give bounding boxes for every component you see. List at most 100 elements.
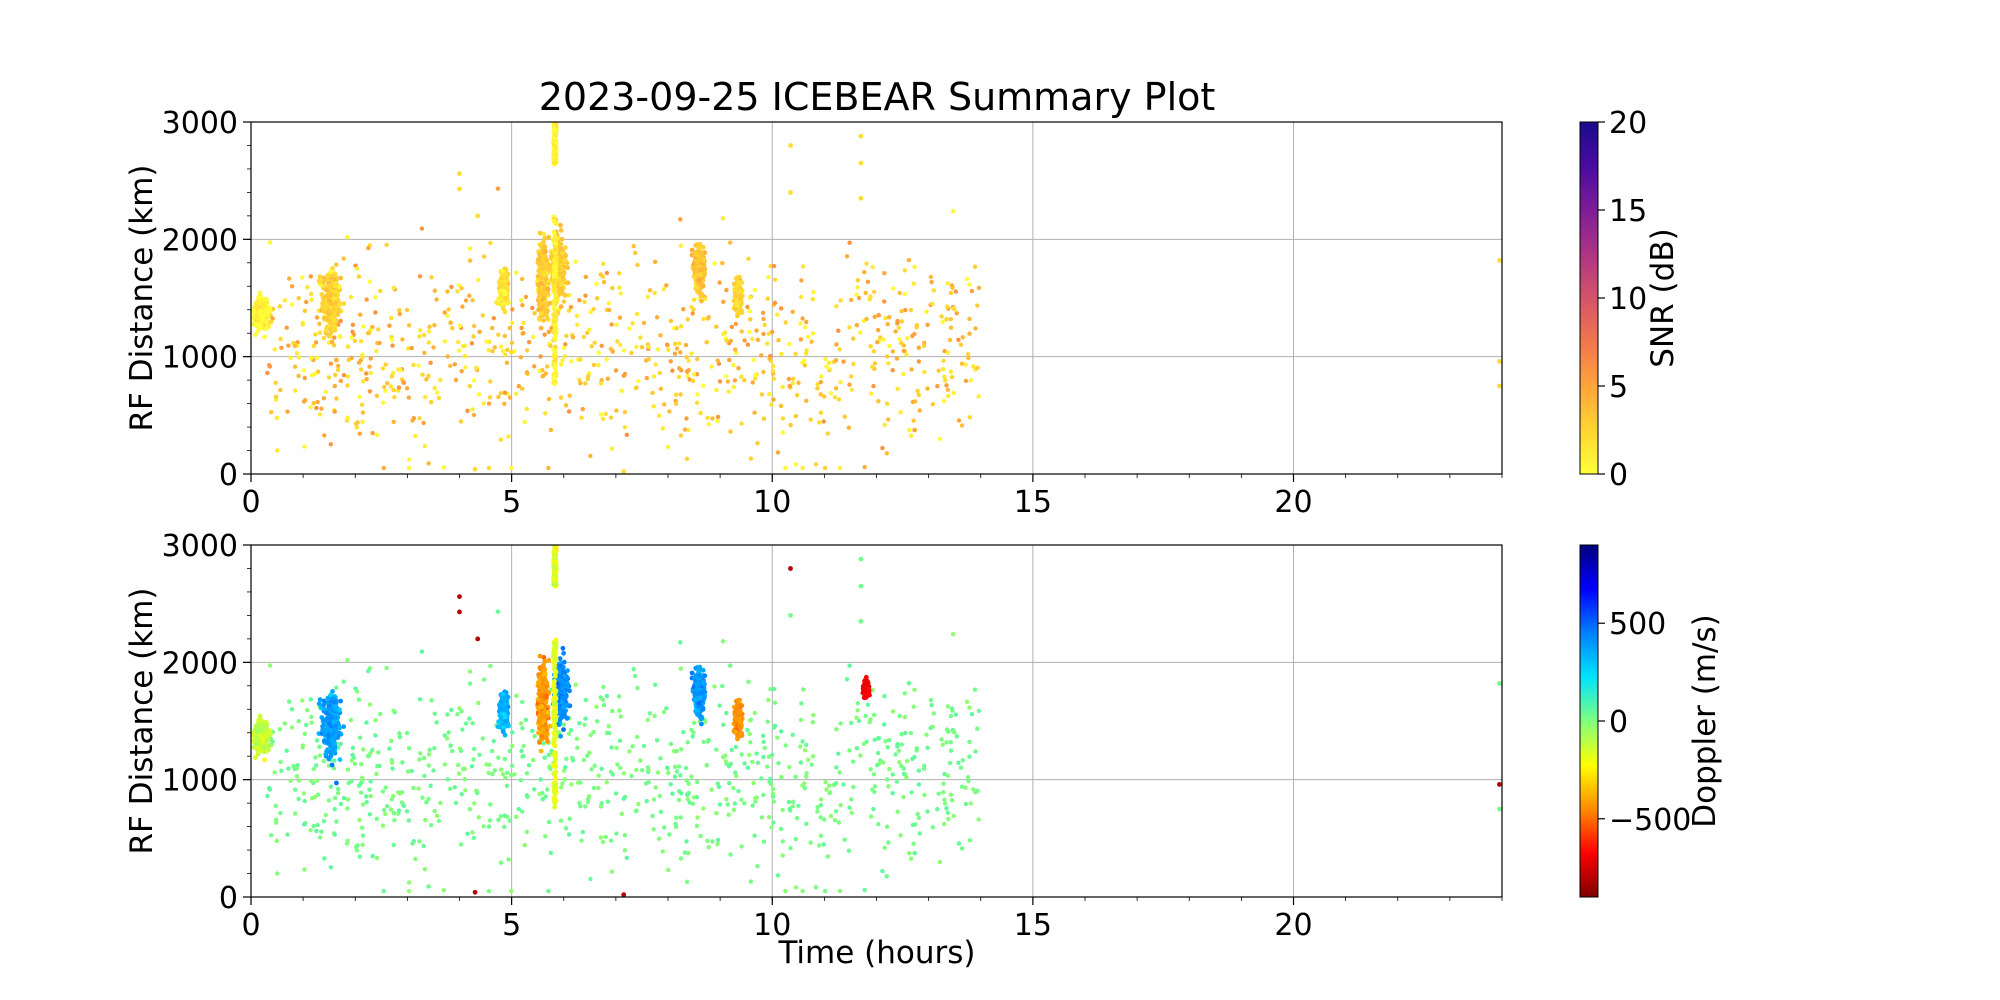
cluster-point (733, 306, 739, 312)
data-point (548, 343, 553, 349)
data-point (278, 810, 283, 816)
data-point (338, 801, 344, 807)
data-point (564, 756, 569, 762)
data-point (449, 284, 454, 290)
data-point (702, 296, 708, 302)
data-point (583, 804, 588, 809)
data-point (714, 388, 719, 393)
cluster-point (262, 308, 268, 314)
data-point (793, 462, 799, 467)
data-point (520, 303, 525, 308)
cluster-point (254, 315, 259, 321)
data-point (357, 854, 362, 859)
data-point (471, 746, 477, 752)
data-point (704, 340, 709, 345)
cluster-point (552, 337, 557, 342)
data-point (662, 402, 667, 407)
y-tick-label: 2000 (162, 223, 238, 258)
data-point (815, 386, 820, 391)
data-point (465, 831, 470, 836)
cluster-point (697, 243, 702, 248)
data-point (728, 852, 733, 857)
cluster-point (542, 307, 548, 313)
data-point (849, 797, 854, 802)
data-point (846, 848, 852, 853)
data-point (308, 405, 313, 410)
data-point (893, 329, 898, 334)
cluster-point (560, 250, 565, 256)
data-point (469, 764, 475, 769)
data-point (701, 806, 706, 811)
data-point (930, 825, 935, 830)
data-point (901, 371, 906, 377)
data-point (869, 814, 874, 819)
data-point (559, 785, 564, 790)
data-point (345, 383, 350, 388)
data-point (582, 722, 587, 727)
data-point (760, 733, 766, 738)
data-point (925, 745, 930, 750)
data-point (438, 377, 443, 383)
data-point (519, 721, 524, 726)
data-point (531, 334, 536, 340)
data-point (520, 386, 525, 391)
cluster-point (253, 332, 258, 337)
data-point (377, 340, 382, 346)
snr-y-axis-label: RF Distance (km) (124, 165, 160, 432)
data-point (423, 817, 428, 823)
data-point (890, 286, 896, 291)
data-point (621, 771, 627, 776)
data-point (813, 885, 819, 890)
data-point (856, 295, 862, 301)
cluster-point (326, 311, 332, 316)
data-point (750, 803, 755, 808)
cluster-point (503, 291, 508, 297)
data-point (490, 325, 495, 331)
data-point (370, 430, 375, 436)
data-point (545, 364, 550, 369)
isolated-point (858, 133, 864, 139)
cluster-point (551, 122, 557, 128)
data-point (608, 838, 614, 843)
data-point (865, 279, 871, 284)
data-point (895, 741, 900, 747)
data-point (540, 374, 545, 379)
data-point (731, 807, 737, 813)
data-point (959, 784, 965, 789)
data-point (658, 809, 664, 814)
data-point (678, 815, 683, 820)
data-point (267, 364, 273, 369)
data-point (695, 356, 700, 362)
data-point (768, 686, 773, 692)
data-point (286, 343, 291, 348)
cluster-point (500, 306, 506, 312)
data-point (426, 763, 431, 768)
data-point (904, 335, 910, 341)
data-point (959, 423, 965, 428)
data-point (967, 838, 973, 843)
data-point (876, 736, 882, 741)
data-point (359, 339, 364, 344)
data-point (658, 756, 663, 761)
data-point (865, 702, 871, 707)
cluster-point (541, 249, 547, 254)
data-point (476, 392, 482, 397)
cluster-point (542, 236, 548, 241)
data-point (902, 714, 907, 720)
cluster-point (552, 365, 558, 371)
data-point (715, 842, 720, 847)
data-point (610, 772, 615, 777)
data-point (948, 317, 953, 322)
data-point (284, 325, 289, 330)
data-point (490, 772, 495, 777)
cluster-point (319, 292, 325, 297)
data-point (890, 772, 895, 777)
cluster-point (551, 280, 557, 286)
data-point (639, 345, 645, 350)
data-point (872, 289, 877, 295)
colorbar-tick-label: 15 (1609, 194, 1647, 229)
data-point (524, 406, 529, 412)
data-point (665, 765, 670, 770)
data-point (828, 790, 833, 795)
